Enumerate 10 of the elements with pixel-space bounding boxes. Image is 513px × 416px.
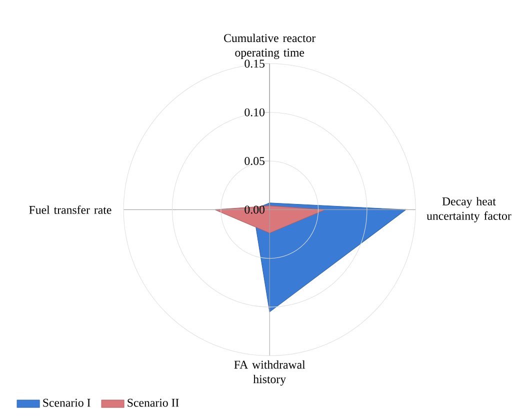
y-tick-label: 0.10 <box>244 108 264 117</box>
legend-label: Scenario II <box>128 398 179 407</box>
legend-label: Scenario I <box>43 398 90 407</box>
y-tick-label: 0.05 <box>244 157 264 166</box>
spoke-label: Decay heat uncertainty factor <box>426 197 512 222</box>
spoke-label: FA withdrawal history <box>234 360 306 386</box>
spoke-label: Fuel transfer rate <box>29 206 112 214</box>
y-tick-label: 0.00 <box>244 206 264 214</box>
y-tick-label: 0.15 <box>244 60 264 68</box>
spoke-label: Cumulative reactor operating time <box>224 34 316 60</box>
